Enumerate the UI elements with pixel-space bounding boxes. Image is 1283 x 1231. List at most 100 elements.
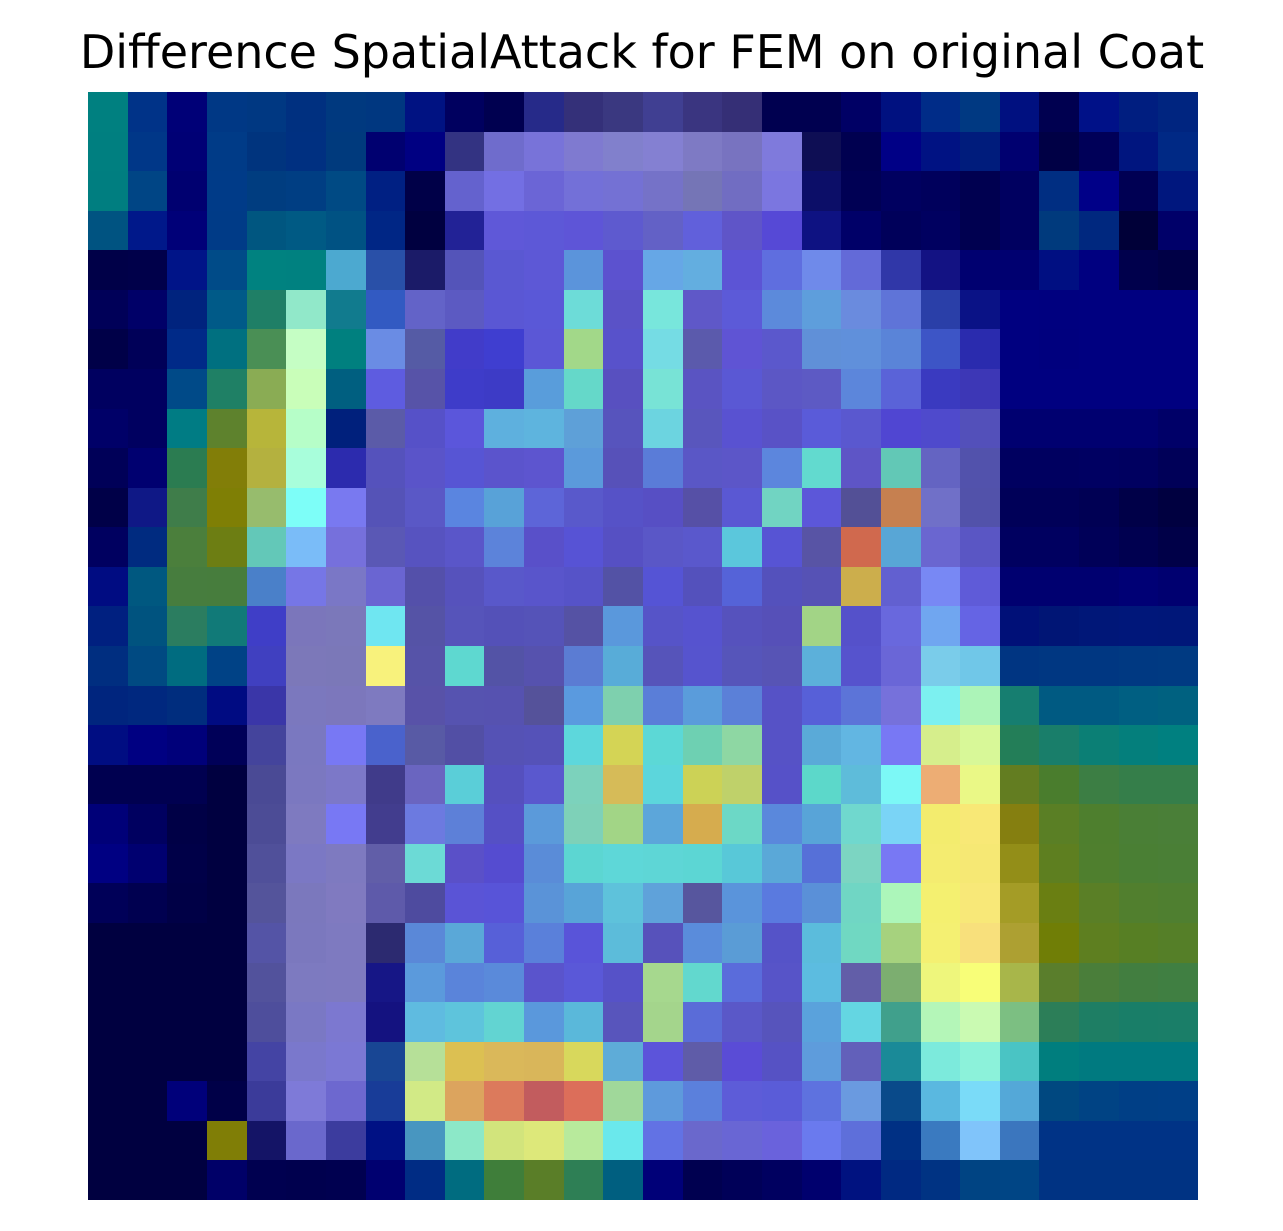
heatmap-cell-r16-c13: [603, 725, 643, 765]
heatmap-cell-r18-c27: [1158, 804, 1198, 844]
heatmap-cell-r12-c13: [603, 567, 643, 606]
heatmap-cell-r25-c15: [683, 1081, 722, 1121]
heatmap-cell-r15-c2: [167, 686, 207, 725]
heatmap-cell-r18-c11: [524, 804, 564, 844]
heatmap-cell-r0-c12: [564, 92, 603, 132]
heatmap-cell-r6-c17: [762, 329, 802, 369]
heatmap-cell-r9-c24: [1039, 448, 1079, 488]
heatmap-cell-r4-c10: [484, 250, 524, 290]
heatmap-cell-r24-c22: [960, 1042, 1000, 1081]
heatmap-cell-r15-c22: [960, 686, 1000, 725]
heatmap-cell-r15-c8: [405, 686, 445, 725]
heatmap-cell-r24-c0: [88, 1042, 128, 1081]
heatmap-cell-r19-c4: [247, 844, 286, 883]
heatmap-cell-r24-c26: [1119, 1042, 1158, 1081]
heatmap-cell-r22-c15: [683, 963, 722, 1002]
heatmap-cell-r8-c22: [960, 409, 1000, 448]
heatmap-cell-r17-c19: [841, 765, 881, 804]
heatmap-cell-r9-c13: [603, 448, 643, 488]
heatmap-cell-r24-c12: [564, 1042, 603, 1081]
heatmap-cell-r21-c9: [445, 923, 484, 963]
heatmap-cell-r8-c20: [881, 409, 921, 448]
heatmap-cell-r15-c11: [524, 686, 564, 725]
heatmap-cell-r21-c16: [722, 923, 762, 963]
heatmap-cell-r10-c16: [722, 488, 762, 527]
heatmap-cell-r27-c20: [881, 1160, 921, 1200]
heatmap-cell-r15-c19: [841, 686, 881, 725]
heatmap-cell-r7-c3: [207, 369, 247, 409]
heatmap-cell-r6-c8: [405, 329, 445, 369]
heatmap-cell-r17-c13: [603, 765, 643, 804]
heatmap-cell-r25-c27: [1158, 1081, 1198, 1121]
heatmap-cell-r23-c27: [1158, 1002, 1198, 1042]
heatmap-cell-r1-c19: [841, 132, 881, 171]
heatmap-cell-r10-c5: [286, 488, 326, 527]
heatmap-cell-r20-c7: [366, 883, 405, 923]
heatmap-cell-r26-c16: [722, 1121, 762, 1160]
heatmap-cell-r17-c5: [286, 765, 326, 804]
heatmap-cell-r25-c3: [207, 1081, 247, 1121]
heatmap-cell-r27-c10: [484, 1160, 524, 1200]
heatmap-cell-r7-c20: [881, 369, 921, 409]
heatmap-cell-r4-c21: [921, 250, 960, 290]
heatmap-cell-r18-c8: [405, 804, 445, 844]
heatmap-cell-r0-c10: [484, 92, 524, 132]
heatmap-cell-r16-c26: [1119, 725, 1158, 765]
heatmap-cell-r6-c0: [88, 329, 128, 369]
heatmap-cell-r11-c27: [1158, 527, 1198, 567]
heatmap-cell-r25-c17: [762, 1081, 802, 1121]
heatmap-cell-r27-c22: [960, 1160, 1000, 1200]
heatmap-cell-r17-c8: [405, 765, 445, 804]
heatmap-cell-r27-c23: [1000, 1160, 1039, 1200]
heatmap-cell-r27-c25: [1079, 1160, 1119, 1200]
heatmap-cell-r7-c16: [722, 369, 762, 409]
heatmap-cell-r24-c18: [802, 1042, 841, 1081]
heatmap-cell-r7-c23: [1000, 369, 1039, 409]
heatmap-cell-r14-c11: [524, 646, 564, 686]
heatmap-cell-r15-c17: [762, 686, 802, 725]
heatmap-cell-r16-c19: [841, 725, 881, 765]
heatmap-cell-r16-c14: [643, 725, 683, 765]
heatmap-cell-r0-c5: [286, 92, 326, 132]
heatmap-cell-r15-c21: [921, 686, 960, 725]
heatmap-cell-r14-c25: [1079, 646, 1119, 686]
heatmap-cell-r5-c23: [1000, 290, 1039, 329]
heatmap-cell-r0-c13: [603, 92, 643, 132]
heatmap-cell-r0-c2: [167, 92, 207, 132]
heatmap-cell-r17-c11: [524, 765, 564, 804]
heatmap-cell-r27-c27: [1158, 1160, 1198, 1200]
heatmap-cell-r5-c24: [1039, 290, 1079, 329]
heatmap-cell-r1-c21: [921, 132, 960, 171]
heatmap-cell-r25-c21: [921, 1081, 960, 1121]
heatmap-cell-r5-c18: [802, 290, 841, 329]
heatmap-cell-r23-c26: [1119, 1002, 1158, 1042]
heatmap-cell-r15-c0: [88, 686, 128, 725]
heatmap-cell-r23-c15: [683, 1002, 722, 1042]
heatmap-cell-r0-c7: [366, 92, 405, 132]
heatmap-cell-r19-c19: [841, 844, 881, 883]
heatmap-cell-r7-c15: [683, 369, 722, 409]
heatmap-cell-r21-c8: [405, 923, 445, 963]
heatmap-cell-r15-c27: [1158, 686, 1198, 725]
heatmap-cell-r25-c0: [88, 1081, 128, 1121]
heatmap-cell-r15-c14: [643, 686, 683, 725]
heatmap-cell-r5-c17: [762, 290, 802, 329]
heatmap-cell-r23-c8: [405, 1002, 445, 1042]
heatmap-cell-r25-c20: [881, 1081, 921, 1121]
heatmap-cell-r2-c6: [326, 171, 366, 211]
heatmap-cell-r11-c16: [722, 527, 762, 567]
heatmap-cell-r9-c23: [1000, 448, 1039, 488]
heatmap-cell-r5-c12: [564, 290, 603, 329]
heatmap-cell-r27-c5: [286, 1160, 326, 1200]
heatmap-cell-r27-c26: [1119, 1160, 1158, 1200]
heatmap-cell-r24-c14: [643, 1042, 683, 1081]
heatmap-cell-r27-c21: [921, 1160, 960, 1200]
heatmap-cell-r19-c13: [603, 844, 643, 883]
heatmap-cell-r7-c11: [524, 369, 564, 409]
heatmap-cell-r12-c12: [564, 567, 603, 606]
heatmap-cell-r10-c20: [881, 488, 921, 527]
heatmap-cell-r27-c7: [366, 1160, 405, 1200]
heatmap-cell-r2-c27: [1158, 171, 1198, 211]
heatmap-cell-r0-c11: [524, 92, 564, 132]
heatmap-cell-r21-c27: [1158, 923, 1198, 963]
